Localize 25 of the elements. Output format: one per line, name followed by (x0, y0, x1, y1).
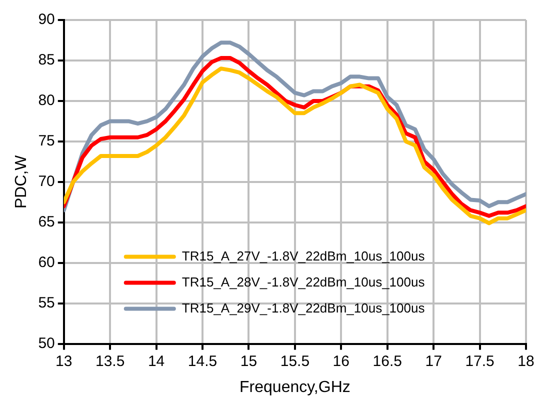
x-tick-label: 15.5 (280, 352, 310, 370)
legend-label: TR15_A_27V_-1.8V_22dBm_10us_100us (182, 248, 426, 264)
x-tick-label: 14.5 (188, 352, 218, 370)
x-tick-label: 17.5 (465, 352, 494, 370)
x-tick-label: 14 (148, 352, 165, 370)
y-tick-label: 90 (38, 11, 55, 28)
x-axis-title: Frequency,GHz (240, 378, 350, 396)
x-tick-label: 16 (332, 352, 350, 370)
x-tick-label: 13.5 (95, 352, 125, 370)
y-tick-label: 50 (38, 334, 55, 352)
x-tick-label: 13 (56, 352, 72, 370)
x-tick-label: 16.5 (372, 352, 402, 370)
y-axis-title: PDC,W (13, 154, 30, 209)
y-tick-label: 60 (38, 254, 55, 271)
x-tick-label: 15 (240, 352, 258, 370)
y-tick-label: 80 (38, 92, 55, 110)
y-tick-label: 75 (38, 132, 55, 150)
legend-label: TR15_A_28V_-1.8V_22dBm_10us_100us (182, 274, 426, 290)
y-tick-label: 55 (38, 294, 55, 312)
x-tick-label: 17 (425, 352, 442, 370)
y-tick-label: 85 (38, 52, 55, 69)
x-tick-label: 18 (518, 352, 534, 370)
legend-label: TR15_A_29V_-1.8V_22dBm_10us_100us (182, 300, 426, 316)
y-tick-label: 65 (38, 214, 55, 231)
y-tick-label: 70 (38, 173, 55, 190)
